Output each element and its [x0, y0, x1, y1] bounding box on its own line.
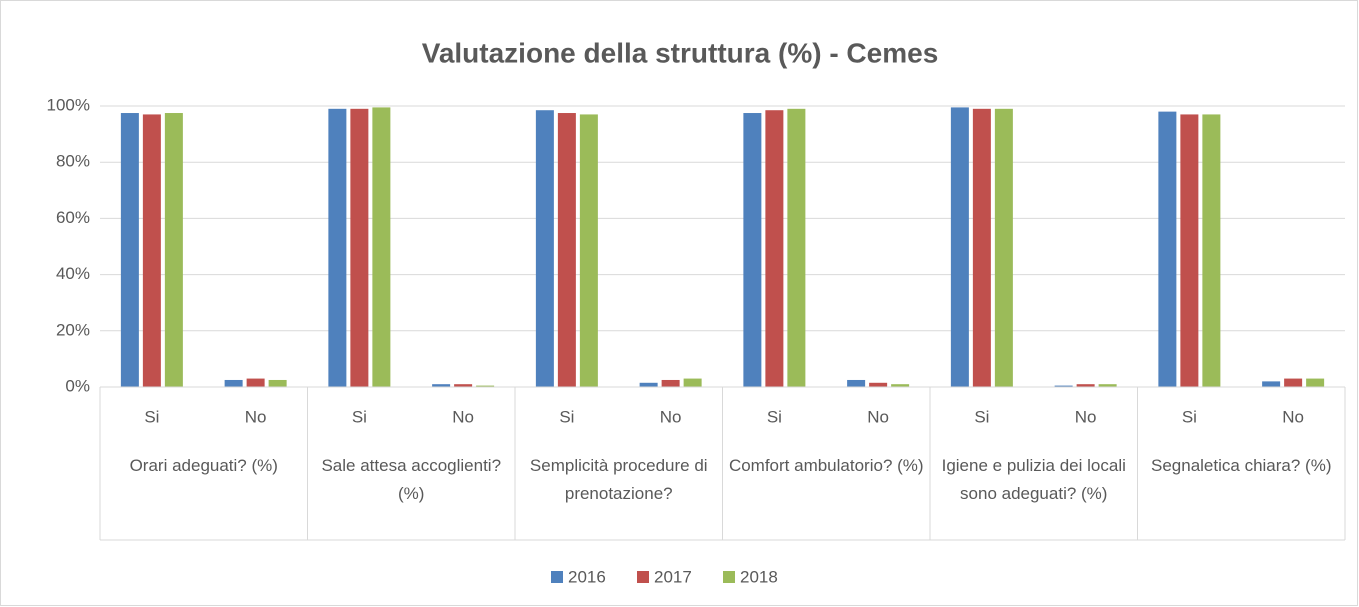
bar — [1306, 378, 1325, 387]
x-tick-label: No — [452, 407, 474, 426]
x-tick-label: Si — [1182, 407, 1197, 426]
y-tick-label: 0% — [65, 376, 90, 395]
y-tick-label: 100% — [47, 95, 90, 114]
bar — [1076, 384, 1095, 387]
bar — [535, 110, 554, 387]
bar — [743, 113, 762, 388]
x-tick-label: Si — [974, 407, 989, 426]
chart-title: Valutazione della struttura (%) - Cemes — [422, 37, 939, 68]
legend-swatch — [723, 571, 735, 583]
bar — [787, 108, 806, 387]
bar — [972, 108, 991, 387]
x-tick-label: No — [1282, 407, 1304, 426]
bar — [683, 378, 702, 387]
y-tick-label: 60% — [56, 208, 90, 227]
group-label: Igiene e pulizia dei locali sono adeguat… — [941, 456, 1126, 503]
bar — [1284, 378, 1303, 387]
bar — [454, 384, 473, 387]
bar — [1098, 384, 1117, 387]
bar — [350, 108, 369, 387]
x-tick-label: No — [867, 407, 889, 426]
x-tick-label: Si — [144, 407, 159, 426]
group-label: Sale attesa accoglienti? (%) — [321, 456, 502, 503]
bar — [1054, 385, 1073, 387]
bar — [847, 379, 866, 387]
bar — [164, 113, 183, 388]
legend-label: 2017 — [654, 567, 692, 586]
bar — [950, 107, 969, 387]
group-label: Comfort ambulatorio? (%) — [728, 456, 924, 475]
bar — [476, 385, 495, 387]
bar — [1262, 381, 1281, 387]
bar — [328, 108, 347, 387]
x-tick-label: Si — [559, 407, 574, 426]
bar — [994, 108, 1013, 387]
bar — [1202, 114, 1221, 388]
bar — [268, 379, 287, 387]
group-label: Segnaletica chiara? (%) — [1151, 456, 1332, 475]
bar — [639, 382, 658, 387]
x-tick-label: Si — [767, 407, 782, 426]
bar — [432, 384, 451, 387]
bar — [1158, 111, 1177, 388]
y-tick-label: 80% — [56, 152, 90, 171]
bar — [120, 113, 139, 388]
y-tick-label: 40% — [56, 264, 90, 283]
bar — [246, 378, 265, 387]
group-label: Orari adeguati? (%) — [129, 456, 278, 475]
x-tick-label: Si — [352, 407, 367, 426]
x-tick-label: No — [245, 407, 267, 426]
bar — [869, 382, 888, 387]
group-label: Semplicità procedure di prenotazione? — [529, 456, 708, 503]
legend-label: 2018 — [740, 567, 778, 586]
bar — [765, 110, 784, 387]
bar — [557, 113, 576, 388]
bar — [142, 114, 161, 388]
bar — [579, 114, 598, 388]
bar — [224, 379, 243, 387]
legend-swatch — [551, 571, 563, 583]
x-tick-label: No — [660, 407, 682, 426]
x-tick-label: No — [1075, 407, 1097, 426]
y-tick-label: 20% — [56, 320, 90, 339]
bar — [891, 384, 910, 387]
legend-swatch — [637, 571, 649, 583]
bar — [661, 379, 680, 387]
bar — [372, 107, 391, 387]
legend-label: 2016 — [568, 567, 606, 586]
bar — [1180, 114, 1199, 388]
